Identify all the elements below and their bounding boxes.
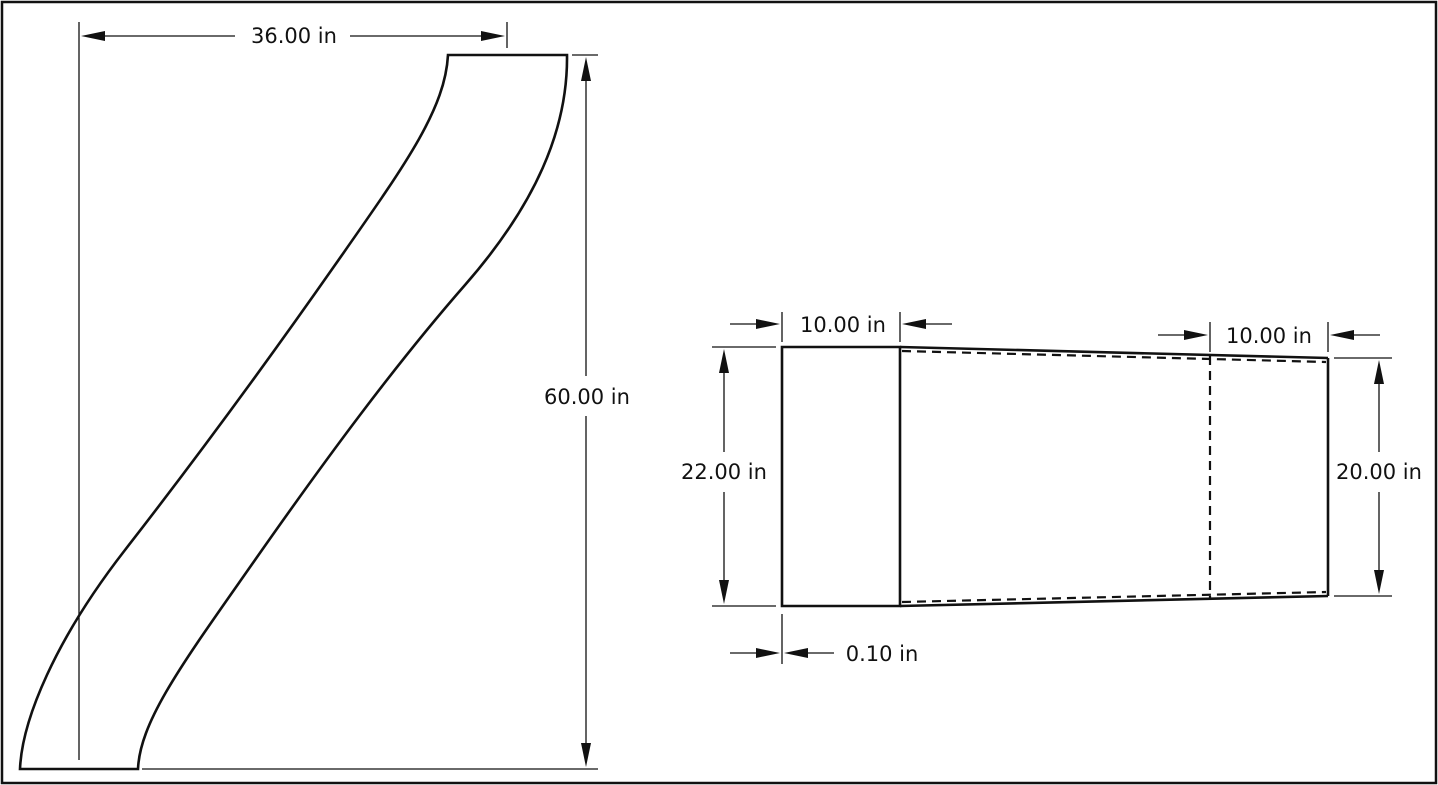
arrowhead-inlet-right bbox=[902, 319, 926, 329]
dim-wall-thickness: 0.10 in bbox=[730, 614, 918, 666]
s-duct-outline bbox=[18, 53, 569, 771]
arrowhead-inlet-left bbox=[756, 319, 780, 329]
dim-label-inlet-diameter: 22.00 in bbox=[681, 460, 767, 484]
dim-inlet-diameter: 22.00 in bbox=[681, 346, 776, 607]
dim-vertical-height: 60.00 in bbox=[142, 54, 630, 770]
arrowhead-inlet-top bbox=[719, 349, 729, 373]
dim-outlet-diameter: 20.00 in bbox=[1334, 357, 1422, 597]
dim-label-inlet-length: 10.00 in bbox=[800, 313, 886, 337]
arrowhead-inlet-bottom bbox=[719, 580, 729, 604]
arrowhead-outlet-top bbox=[1374, 360, 1384, 384]
inlet-section-outline bbox=[780, 345, 902, 608]
arrowhead-outlet-left bbox=[1184, 330, 1208, 340]
taper-bottom-edge bbox=[899, 594, 1329, 608]
tapered-duct-view bbox=[780, 345, 1330, 608]
arrowhead-outlet-bottom bbox=[1374, 570, 1384, 594]
arrowhead-thickness-right bbox=[784, 648, 808, 658]
dim-label-60: 60.00 in bbox=[544, 385, 630, 409]
taper-top-edge bbox=[899, 345, 1329, 360]
dim-label-wall-thickness: 0.10 in bbox=[846, 642, 919, 666]
s-duct-side-view bbox=[18, 53, 569, 771]
dim-horizontal-offset: 36.00 in bbox=[78, 22, 508, 760]
arrowhead-outlet-right bbox=[1330, 330, 1354, 340]
taper-top-inner-hidden bbox=[901, 349, 1327, 364]
dim-label-36: 36.00 in bbox=[251, 24, 337, 48]
dim-label-outlet-diameter: 20.00 in bbox=[1336, 460, 1422, 484]
arrowhead-bottom bbox=[581, 743, 591, 767]
dim-inlet-length: 10.00 in bbox=[730, 312, 952, 342]
arrowhead-right bbox=[481, 31, 505, 41]
arrowhead-thickness-left bbox=[756, 648, 780, 658]
arrowhead-top bbox=[581, 57, 591, 81]
taper-bottom-inner-hidden bbox=[901, 590, 1327, 604]
arrowhead-left bbox=[81, 31, 105, 41]
dim-label-outlet-length: 10.00 in bbox=[1226, 324, 1312, 348]
dim-outlet-length: 10.00 in bbox=[1158, 322, 1380, 352]
